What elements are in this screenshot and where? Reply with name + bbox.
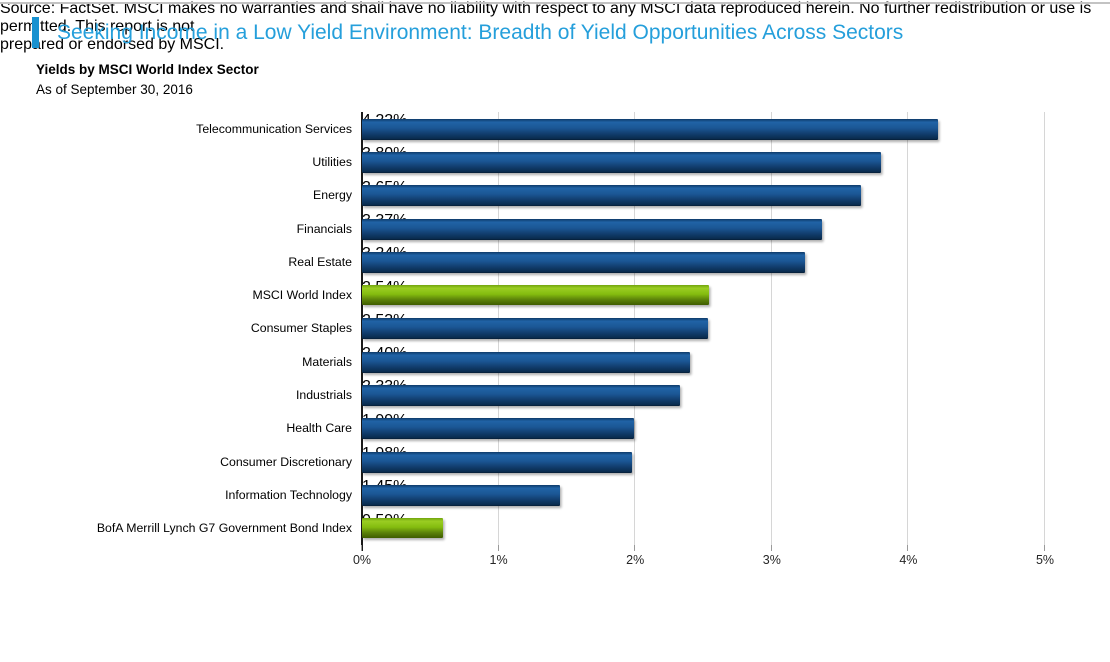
bar xyxy=(362,151,882,173)
bar-row: Industrials2.33% xyxy=(296,378,1045,411)
x-tick-label: 3% xyxy=(762,553,781,567)
top-divider xyxy=(0,2,1110,4)
bar xyxy=(362,418,634,440)
x-tick-label: 4% xyxy=(899,553,918,567)
category-label: Consumer Staples xyxy=(250,321,352,336)
axis-tick-0% xyxy=(361,545,362,551)
bar-highlight xyxy=(362,285,709,306)
gridline-5% xyxy=(1044,112,1045,545)
category-label: Energy xyxy=(313,188,352,203)
category-label: Financials xyxy=(296,221,352,236)
gridline-3% xyxy=(770,112,772,545)
bar-row: Health Care1.99% xyxy=(286,412,1045,445)
axis-tick-4% xyxy=(907,545,909,551)
bar xyxy=(362,251,805,273)
chart-title: Yields by MSCI World Index Sector xyxy=(36,62,259,77)
axis-tick-3% xyxy=(770,545,772,551)
bar-row: Real Estate3.24% xyxy=(288,245,1045,278)
x-tick-label: 2% xyxy=(626,553,645,567)
category-label: Information Technology xyxy=(225,488,352,503)
x-tick-label: 5% xyxy=(1035,553,1055,567)
bar xyxy=(362,218,823,240)
source-disclaimer-line2: prepared or endorsed by MSCI. xyxy=(0,36,225,53)
bar-row: Telecommunication Services4.22% xyxy=(196,112,1045,145)
x-tick-label: 1% xyxy=(489,553,508,567)
bar-row: Information Technology1.45% xyxy=(225,478,1045,511)
bar-row: Consumer Discretionary1.98% xyxy=(220,445,1045,478)
bar-row: BofA Merrill Lynch G7 Government Bond In… xyxy=(97,512,1045,545)
source-disclaimer: Source: FactSet. MSCI makes no warrantie… xyxy=(0,0,1110,54)
bar xyxy=(362,351,690,373)
category-label: MSCI World Index xyxy=(252,288,352,303)
bar xyxy=(362,318,708,340)
page-title: Seeking Income in a Low Yield Environmen… xyxy=(57,21,904,44)
category-label: Health Care xyxy=(286,421,352,436)
plot-area: 0% 1% 2% 3% 4% 5% Telecommunication Services4.… xyxy=(97,112,1054,567)
category-label: Materials xyxy=(302,354,352,369)
bar-row: Materials2.40% xyxy=(302,345,1045,378)
source-disclaimer-line1: Source: FactSet. MSCI makes no warrantie… xyxy=(0,0,1092,35)
category-label: BofA Merrill Lynch G7 Government Bond In… xyxy=(96,521,352,536)
axis-tick-5% xyxy=(1044,545,1045,551)
bar-row: MSCI World Index2.54% xyxy=(252,279,1045,312)
axis-tick-1% xyxy=(497,545,499,551)
title-accent-bar xyxy=(32,17,39,48)
category-label: Utilities xyxy=(312,154,352,169)
bar xyxy=(362,185,861,207)
bar-row: Financials3.37% xyxy=(297,212,1045,245)
bar xyxy=(362,385,681,407)
category-label: Consumer Discretionary xyxy=(220,454,352,469)
bar xyxy=(362,451,633,473)
bar-row: Energy3.65% xyxy=(313,179,1045,212)
chart-as-of-date: As of September 30, 2016 xyxy=(36,82,193,97)
category-label: Industrials xyxy=(295,388,352,403)
bar-row: Utilities3.80% xyxy=(312,145,1045,178)
axis-tick-2% xyxy=(634,545,636,551)
x-tick-label: 0% xyxy=(352,553,372,567)
gridline-4% xyxy=(907,112,909,545)
bar-highlight xyxy=(362,518,443,539)
category-label: Telecommunication Services xyxy=(196,121,352,136)
bar xyxy=(362,118,939,140)
category-label: Real Estate xyxy=(288,254,352,269)
bar xyxy=(362,485,561,507)
bar-row: Consumer Staples2.53% xyxy=(251,312,1045,345)
